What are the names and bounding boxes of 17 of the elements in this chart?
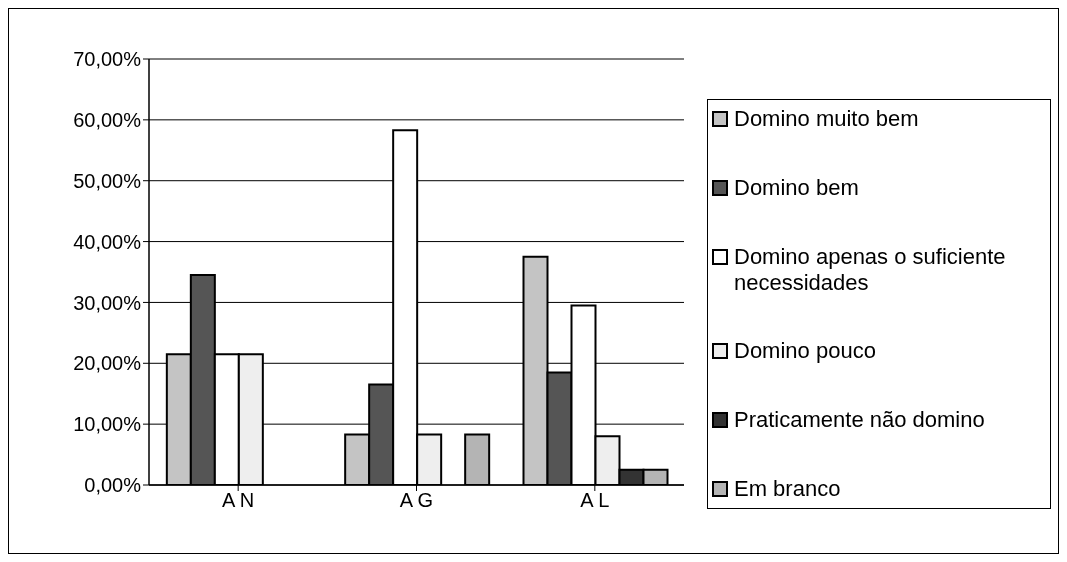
y-tick-label: 10,00% xyxy=(73,413,142,436)
y-tick-label: 70,00% xyxy=(73,48,142,71)
legend-label: Em branco xyxy=(734,475,842,502)
y-tick-label: 20,00% xyxy=(73,352,142,375)
legend-label: Domino pouco xyxy=(734,338,877,365)
legend-label: Praticamente não domino xyxy=(734,407,986,434)
x-tick-label: A L xyxy=(580,489,610,512)
y-tick-label: 60,00% xyxy=(73,108,142,131)
legend-label: Domino muito bem xyxy=(734,106,920,132)
x-tick-label: A G xyxy=(399,489,434,512)
legend-label: Domino bem xyxy=(734,174,860,201)
y-tick-label: 30,00% xyxy=(73,291,142,314)
y-tick-label: 50,00% xyxy=(73,169,142,192)
legend-label: Domino apenas o suficiente necessidades xyxy=(734,243,1007,296)
x-tick-label: A N xyxy=(222,489,255,512)
y-tick-label: 0,00% xyxy=(84,474,142,497)
y-tick-label: 40,00% xyxy=(73,230,142,253)
